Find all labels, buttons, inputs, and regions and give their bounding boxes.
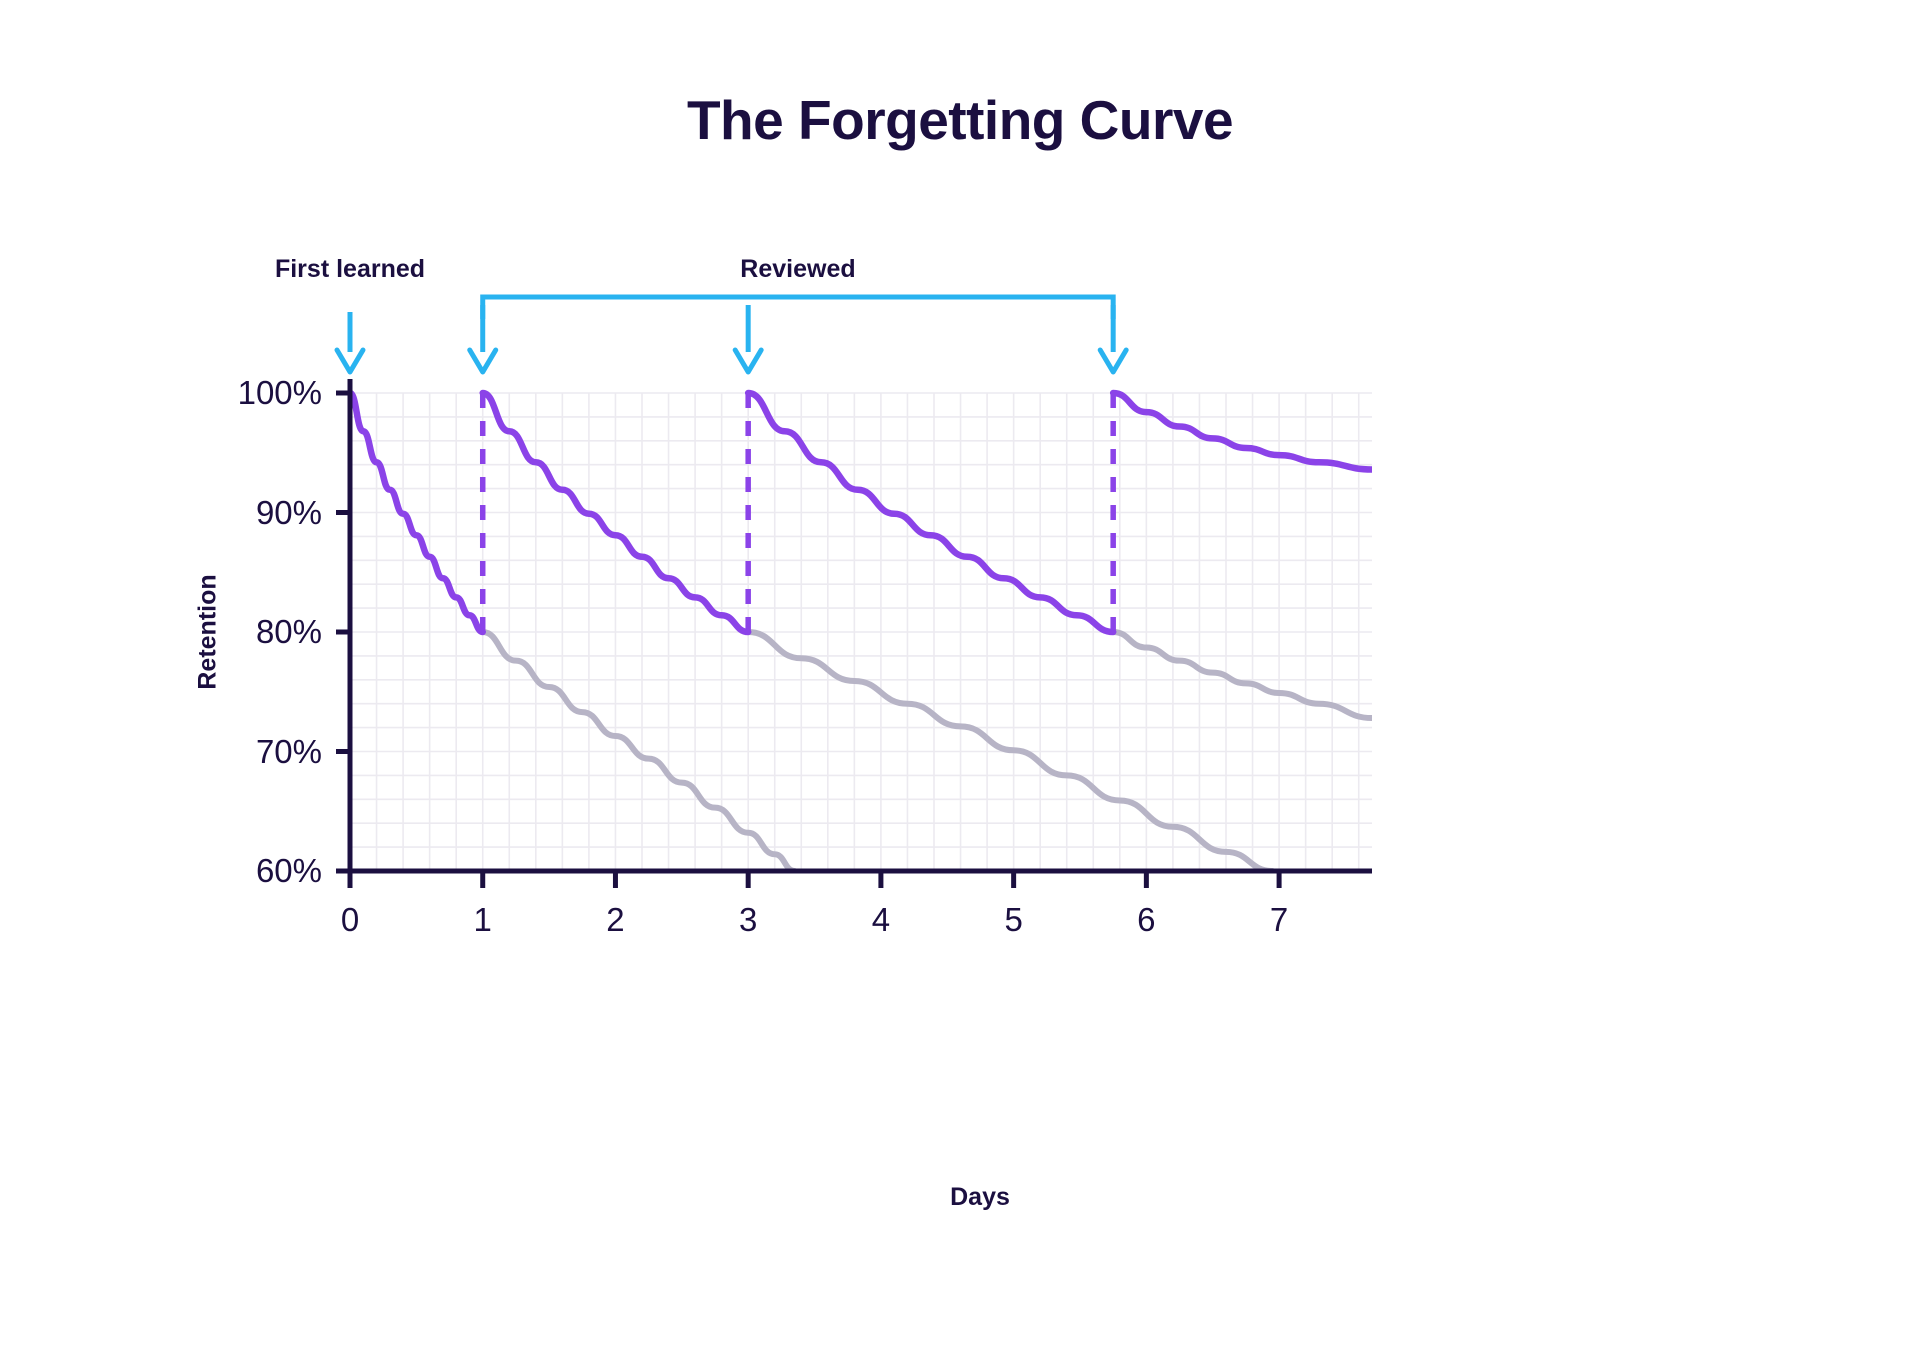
series-line-unreviewed [745, 629, 1276, 871]
x-axis-title: Days [950, 1183, 1010, 1211]
annotation-arrow-head [334, 347, 366, 375]
x-tick-label: 0 [340, 901, 360, 938]
series-line-unreviewed [1110, 629, 1372, 722]
annotation-arrow-head [732, 347, 764, 375]
y-tick-label: 80% [255, 613, 322, 650]
x-tick-label: 7 [1269, 901, 1289, 938]
series-line-unreviewed [479, 629, 798, 871]
series-line-reviewed [744, 389, 1117, 636]
annotation-arrow-head [1097, 347, 1129, 375]
series-group [350, 389, 1372, 871]
series-line-reviewed [479, 389, 752, 636]
chart-title: The Forgetting Curve [686, 89, 1234, 151]
x-tick-label: 1 [473, 901, 492, 938]
y-tick-label: 100% [237, 374, 322, 411]
annotation-label-first-learned: First learned [274, 255, 426, 283]
y-tick-label: 70% [255, 732, 322, 770]
x-tick-label: 4 [871, 901, 891, 938]
x-tick-label: 6 [1137, 901, 1156, 938]
reviewed-bracket [480, 294, 1116, 319]
series-line-reviewed [350, 389, 486, 636]
y-tick-label: 90% [255, 493, 322, 531]
series-line-reviewed [1109, 389, 1372, 473]
x-tick-label: 5 [1004, 901, 1023, 938]
annotation-arrow-head [467, 347, 499, 375]
x-tick-label: 2 [606, 901, 625, 938]
x-tick-label: 3 [738, 901, 758, 938]
annotation-label-reviewed: Reviewed [740, 255, 856, 283]
y-tick-label: 60% [255, 852, 322, 889]
axes-group [336, 379, 1372, 888]
annotation-group [334, 294, 1129, 375]
gridlines [349, 392, 1372, 872]
